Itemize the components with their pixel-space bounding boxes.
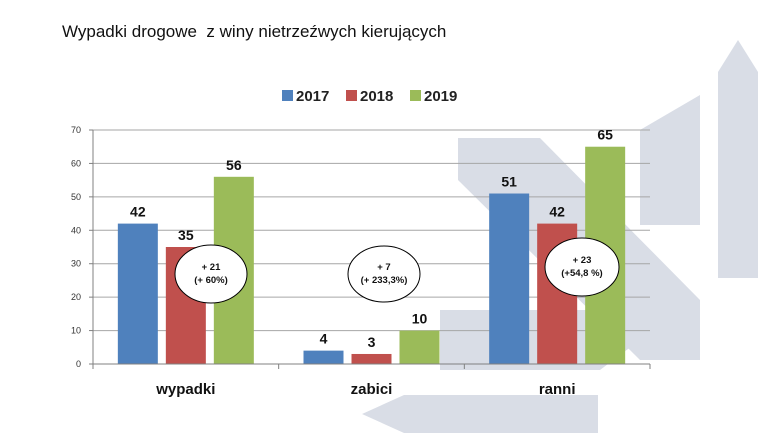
bar-2017-ranni (489, 193, 530, 364)
y-tick-label: 30 (71, 259, 81, 269)
slide-title: Wypadki drogowe z winy nietrzeźwych kier… (62, 22, 447, 41)
annotation-text: (+ 60%) (194, 275, 228, 286)
bar-2019-zabici (399, 330, 440, 364)
left-arrow-shape (362, 395, 598, 433)
annotation-text: + 7 (377, 262, 390, 273)
y-tick-label: 70 (71, 125, 81, 135)
y-tick-label: 60 (71, 158, 81, 168)
x-category-label: wypadki (155, 381, 215, 398)
y-tick-label: 0 (76, 359, 81, 369)
legend-swatch-2019 (410, 90, 421, 101)
legend-label: 2017 (296, 88, 329, 105)
data-label: 42 (130, 204, 146, 220)
data-label: 42 (549, 204, 565, 220)
legend-swatch-2017 (282, 90, 293, 101)
data-label: 10 (412, 311, 428, 327)
axes: 0 10 20 30 40 50 60 70 wypadki zabici ranni (71, 125, 651, 398)
up-arrow-shape (718, 40, 758, 278)
y-tick-label: 50 (71, 192, 81, 202)
annotation-ellipse (544, 237, 620, 297)
x-category-label: zabici (351, 381, 393, 398)
data-label: 3 (368, 334, 376, 350)
bar-2017-zabici (303, 350, 344, 364)
data-label: 35 (178, 227, 194, 243)
data-label: 4 (320, 331, 328, 347)
bar-2018-zabici (351, 353, 392, 364)
annotation-ellipse (347, 245, 421, 303)
data-label: 56 (226, 157, 242, 173)
legend-label: 2019 (424, 88, 457, 105)
side-arrow-shape (640, 95, 700, 225)
y-tick-label: 20 (71, 292, 81, 302)
data-label: 51 (501, 174, 517, 190)
legend-label: 2018 (360, 88, 393, 105)
y-tick-label: 40 (71, 225, 81, 235)
annotation-text: (+ 233,3%) (361, 275, 408, 286)
annotation-text: + 23 (573, 255, 592, 266)
annotation-text: + 21 (202, 262, 221, 273)
legend: 2017 2018 2019 (282, 88, 457, 105)
annotations: + 21 (+ 60%) + 7 (+ 233,3%) + 23 (+54,8 %) (174, 237, 620, 304)
data-label: 65 (597, 127, 613, 143)
x-category-label: ranni (539, 381, 576, 398)
annotation-ellipse (174, 244, 248, 304)
y-tick-label: 10 (71, 326, 81, 336)
legend-swatch-2018 (346, 90, 357, 101)
annotation-text: (+54,8 %) (561, 268, 602, 279)
bar-2017-wypadki (117, 223, 158, 364)
